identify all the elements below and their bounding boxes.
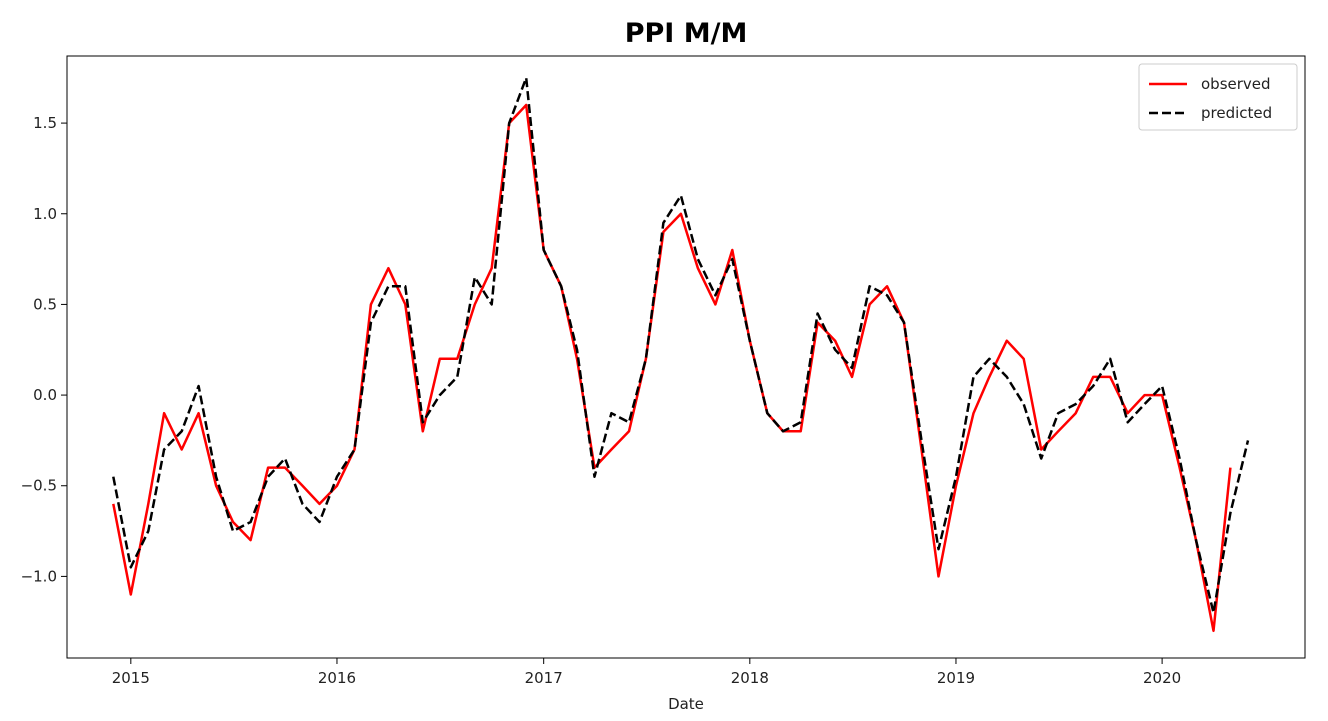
legend: observed predicted (1138, 63, 1298, 131)
y-tick-label: 0.0 (33, 386, 57, 404)
x-axis: 2015 2016 2017 2018 2019 2020 (112, 658, 1181, 687)
x-tick-label: 2019 (937, 669, 975, 687)
series-layer (112, 76, 1250, 633)
y-tick-label: 0.5 (33, 295, 57, 313)
legend-label-predicted: predicted (1201, 104, 1272, 122)
x-axis-label: Date (668, 695, 704, 713)
y-axis: −1.0 −0.5 0.0 0.5 1.0 1.5 (21, 114, 67, 585)
x-tick-label: 2016 (318, 669, 356, 687)
x-tick-label: 2015 (112, 669, 150, 687)
y-tick-label: 1.5 (33, 114, 57, 132)
y-tick-label: 1.0 (33, 205, 57, 223)
legend-label-observed: observed (1201, 75, 1271, 93)
x-tick-label: 2017 (525, 669, 563, 687)
y-tick-label: −1.0 (21, 567, 57, 585)
plot-frame (66, 55, 1306, 659)
series-observed-line (112, 103, 1232, 633)
series-predicted-line (112, 76, 1250, 614)
x-tick-label: 2018 (731, 669, 769, 687)
y-tick-label: −0.5 (21, 477, 57, 495)
plot-area (66, 55, 1306, 659)
chart-title: PPI M/M (625, 18, 748, 49)
x-tick-label: 2020 (1143, 669, 1181, 687)
